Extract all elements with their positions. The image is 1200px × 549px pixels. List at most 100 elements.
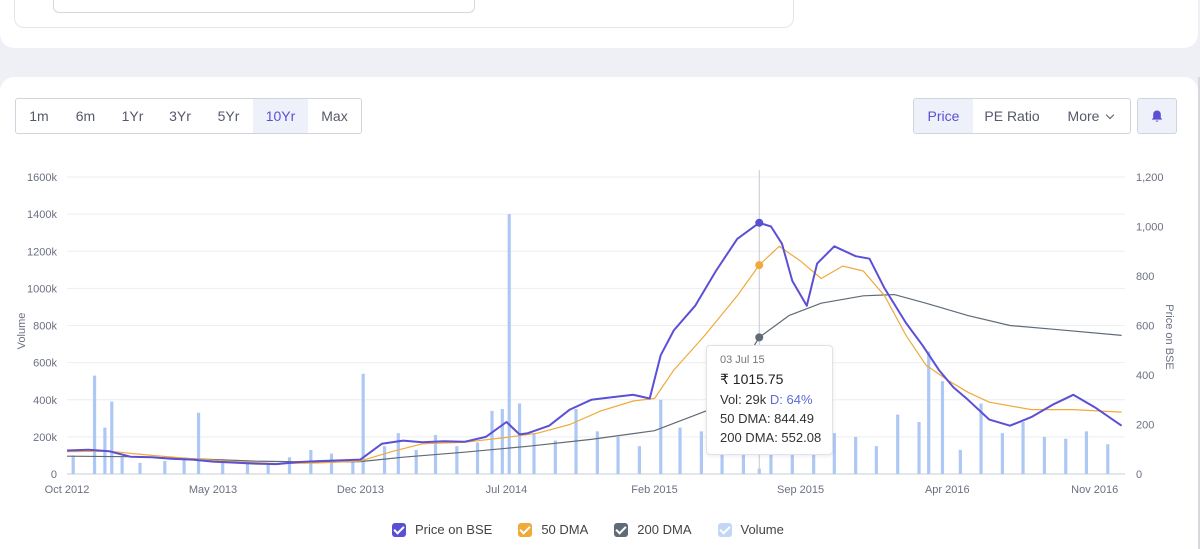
left-tick-label: 400k: [33, 395, 57, 407]
checkbox-icon: [614, 522, 629, 537]
volume-bar: [287, 457, 292, 474]
legend-item-volume[interactable]: Volume: [717, 522, 784, 537]
volume-bar: [110, 401, 114, 474]
volume-bar: [896, 414, 900, 474]
right-tick-label: 800: [1136, 271, 1154, 283]
chart-tooltip: 03 Jul 15 ₹ 1015.75 Vol: 29k D: 64% 50 D…: [706, 345, 833, 455]
volume-bar: [958, 449, 962, 474]
search-panel: [14, 0, 794, 28]
volume-bar: [637, 446, 641, 474]
volume-bar: [940, 381, 945, 474]
range-button-max[interactable]: Max: [321, 108, 348, 124]
volume-bar: [475, 442, 480, 474]
volume-bar: [414, 449, 418, 474]
range-button-1yr[interactable]: 1Yr: [121, 108, 144, 124]
top-card: [0, 0, 1198, 48]
volume-bar: [616, 436, 620, 474]
tooltip-dma200: 200 DMA: 552.08: [720, 430, 822, 445]
alert-button[interactable]: [1137, 98, 1177, 134]
range-button-6m[interactable]: 6m: [75, 108, 96, 124]
right-tick-label: 400: [1136, 370, 1154, 382]
legend-label: 200 DMA: [637, 522, 692, 537]
range-button-5yr[interactable]: 5Yr: [217, 108, 240, 124]
volume-bar: [329, 453, 334, 474]
x-tick-label: Oct 2012: [45, 484, 90, 496]
volume-bar: [1000, 433, 1004, 474]
right-tick-label: 600: [1136, 321, 1154, 333]
left-tick-label: 1200k: [27, 246, 57, 258]
legend-item-dma200[interactable]: 200 DMA: [614, 522, 692, 537]
volume-bar: [927, 351, 931, 474]
x-tick-label: May 2013: [189, 484, 237, 496]
volume-bar: [1021, 422, 1025, 474]
left-tick-label: 1400k: [27, 209, 57, 221]
volume-bar: [699, 431, 703, 474]
left-axis-title: Volume: [16, 313, 28, 350]
metric-selector: Price PE Ratio More: [913, 98, 1131, 134]
series-line: [66, 221, 1123, 466]
series-line: [66, 245, 1122, 465]
volume-bar: [517, 403, 522, 474]
right-tick-label: 1,000: [1136, 222, 1164, 234]
bell-icon: [1151, 110, 1163, 122]
scrollbar[interactable]: [1198, 77, 1200, 549]
volume-bar: [832, 433, 836, 474]
legend-item-dma50[interactable]: 50 DMA: [518, 522, 588, 537]
legend-label: 50 DMA: [541, 522, 589, 537]
x-tick-label: Nov 2016: [1071, 484, 1118, 496]
left-tick-label: 200k: [33, 432, 57, 444]
x-tick-label: Apr 2016: [925, 484, 970, 496]
volume-bar: [507, 214, 511, 474]
volume-bar: [595, 431, 599, 474]
volume-bar: [1106, 444, 1110, 474]
volume-bar: [1042, 436, 1047, 474]
series-line: [66, 294, 1122, 463]
price-button[interactable]: Price: [914, 99, 973, 133]
volume-bar: [396, 433, 400, 474]
volume-bar: [382, 446, 387, 474]
tooltip-delivery: D: 64%: [769, 392, 813, 407]
search-input[interactable]: [53, 0, 475, 13]
volume-bar: [351, 461, 355, 474]
volume-bar: [553, 440, 557, 474]
volume-bar: [266, 464, 270, 474]
x-tick-label: Feb 2015: [631, 484, 677, 496]
checkbox-icon: [392, 522, 406, 537]
volume-bar: [163, 461, 167, 474]
volume-bar: [1064, 438, 1068, 474]
hover-point: [755, 261, 764, 270]
range-button-10yr[interactable]: 10Yr: [253, 99, 308, 133]
pe-ratio-button[interactable]: PE Ratio: [984, 108, 1040, 124]
legend-label: Volume: [740, 522, 784, 537]
volume-bar: [532, 433, 536, 474]
left-tick-label: 1000k: [27, 283, 57, 295]
range-button-3yr[interactable]: 3Yr: [169, 108, 191, 124]
volume-bar: [71, 455, 75, 474]
volume-bar: [854, 436, 858, 474]
x-tick-label: Sep 2015: [777, 484, 824, 496]
volume-bar: [245, 462, 250, 474]
left-tick-label: 800k: [33, 321, 57, 333]
x-tick-label: Dec 2013: [337, 484, 384, 496]
volume-bar: [1084, 431, 1089, 474]
more-label: More: [1067, 108, 1100, 124]
grid: [67, 176, 1125, 475]
right-tick-label: 200: [1136, 420, 1154, 432]
volume-bar: [979, 403, 983, 474]
left-tick-label: 1600k: [27, 172, 57, 184]
more-button[interactable]: More: [1051, 99, 1130, 133]
volume-bar: [196, 412, 201, 474]
range-button-1m[interactable]: 1m: [29, 108, 49, 124]
tooltip-dma50: 50 DMA: 844.49: [720, 411, 814, 426]
volume-bar: [182, 457, 186, 474]
volume-bar: [92, 375, 97, 474]
volume-bar: [812, 446, 816, 474]
legend-label: Price on BSE: [415, 522, 493, 537]
right-tick-label: 0: [1136, 469, 1142, 481]
volume-bar: [138, 462, 142, 474]
volume-bar: [221, 459, 225, 474]
volume-bar: [500, 409, 504, 474]
legend-item-price[interactable]: Price on BSE: [392, 522, 492, 537]
volume-bar: [874, 446, 878, 474]
